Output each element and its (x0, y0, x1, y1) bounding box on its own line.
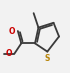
Text: O: O (9, 26, 15, 35)
Text: S: S (45, 54, 50, 63)
Text: O: O (5, 49, 12, 58)
